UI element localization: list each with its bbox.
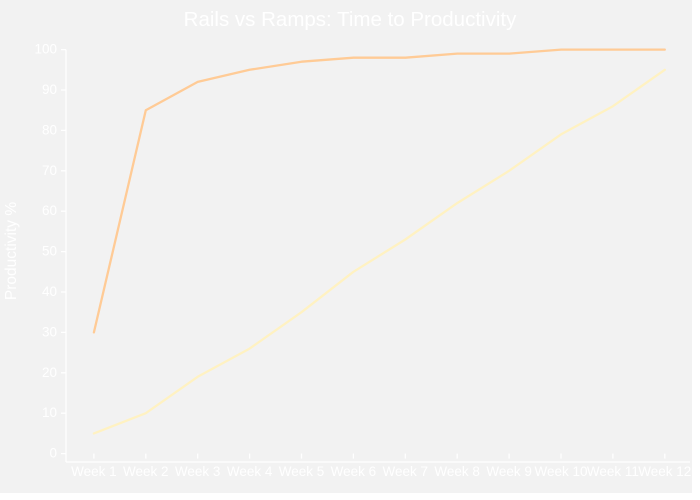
svg-text:Week 9: Week 9: [486, 464, 532, 479]
svg-text:90: 90: [42, 82, 57, 97]
svg-text:Week 10: Week 10: [534, 464, 587, 479]
svg-text:Week 2: Week 2: [123, 464, 169, 479]
svg-text:Week 5: Week 5: [279, 464, 325, 479]
svg-text:50: 50: [42, 244, 57, 259]
svg-text:Week 1: Week 1: [71, 464, 117, 479]
svg-text:Week 4: Week 4: [227, 464, 273, 479]
svg-text:70: 70: [42, 163, 57, 178]
svg-text:10: 10: [42, 405, 57, 420]
svg-text:Week 7: Week 7: [383, 464, 429, 479]
svg-text:Week 11: Week 11: [587, 464, 639, 479]
svg-text:80: 80: [42, 122, 57, 137]
svg-text:Week 12: Week 12: [638, 464, 691, 479]
svg-text:20: 20: [42, 365, 57, 380]
svg-text:60: 60: [42, 203, 57, 218]
svg-text:Week 3: Week 3: [175, 464, 221, 479]
svg-text:100: 100: [34, 42, 57, 57]
svg-text:Week 8: Week 8: [434, 464, 480, 479]
svg-text:40: 40: [42, 284, 57, 299]
svg-text:0: 0: [49, 446, 57, 461]
svg-text:30: 30: [42, 324, 57, 339]
svg-text:Week 6: Week 6: [331, 464, 377, 479]
